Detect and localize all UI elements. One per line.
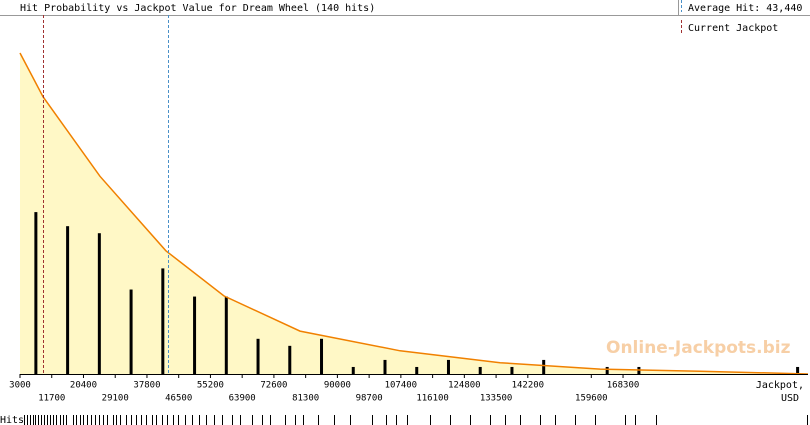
x-tick-label: 98700 <box>356 394 383 404</box>
hit-bar <box>446 359 450 374</box>
legend-label: Current Jackpot <box>688 23 778 34</box>
x-tick-label: 142200 <box>512 381 545 391</box>
hit-bar <box>66 226 70 374</box>
hit-bar <box>34 212 38 374</box>
watermark: Online-Jackpots.biz <box>606 338 791 358</box>
x-tick-label: 90000 <box>324 381 351 391</box>
hit-bar <box>383 359 387 374</box>
hit-bar <box>161 268 165 374</box>
x-axis-label: USD <box>781 393 799 404</box>
x-tick-label: 72600 <box>260 381 287 391</box>
hit-bar <box>510 366 514 374</box>
x-tick-label: 37800 <box>133 381 160 391</box>
hit-bar <box>193 296 197 374</box>
x-tick-label: 20400 <box>70 381 97 391</box>
hit-bar <box>97 233 101 374</box>
x-tick-label: 55200 <box>197 381 224 391</box>
chart-title: Hit Probability vs Jackpot Value for Dre… <box>20 3 375 14</box>
hit-bar <box>351 366 355 374</box>
rug-label: Hits <box>0 415 24 425</box>
hit-bar <box>542 359 546 374</box>
fit-area <box>20 53 808 374</box>
x-tick-label: 133500 <box>480 394 513 404</box>
x-tick-label: 46500 <box>165 394 192 404</box>
x-tick-label: 63900 <box>229 394 256 404</box>
x-tick-label: 124800 <box>448 381 481 391</box>
x-tick-label: 3000 <box>9 381 31 391</box>
hit-bar <box>478 366 482 374</box>
hit-bar <box>796 366 800 374</box>
hit-bar <box>129 289 133 374</box>
x-tick-label: 159600 <box>575 394 608 404</box>
fit-curve <box>19 52 809 375</box>
x-tick-label: 29100 <box>102 394 129 404</box>
hit-bar <box>605 366 609 374</box>
x-tick-label: 168300 <box>607 381 640 391</box>
legend-label: Average Hit: 43,440 <box>688 3 802 14</box>
hit-bar <box>224 296 228 374</box>
hit-bar <box>288 345 292 374</box>
hit-bar <box>320 338 324 374</box>
x-tick-label: 116100 <box>416 394 449 404</box>
x-tick-label: 107400 <box>385 381 418 391</box>
x-tick-label: 11700 <box>38 394 65 404</box>
hit-bar <box>415 366 419 374</box>
x-tick-label: 81300 <box>292 394 319 404</box>
hit-bar <box>256 338 260 374</box>
x-axis-label: Jackpot, <box>756 380 804 391</box>
